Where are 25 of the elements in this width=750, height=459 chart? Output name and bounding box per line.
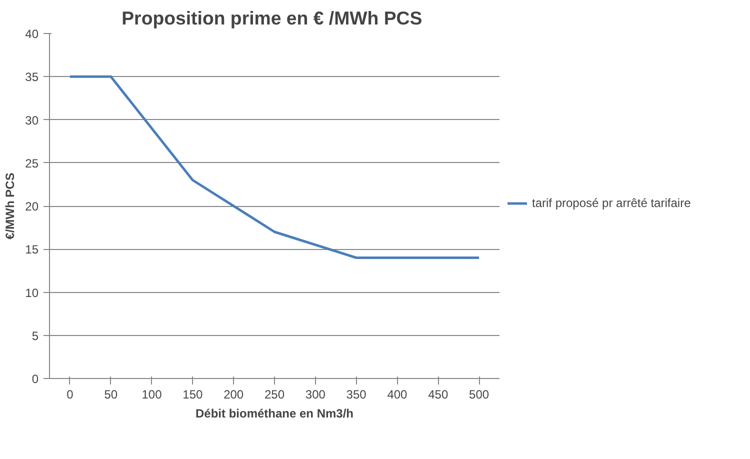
- y-tick-label: 20: [25, 200, 39, 214]
- y-tick-label: 15: [25, 242, 39, 257]
- x-tick-label: 200: [224, 388, 244, 402]
- line-series: [68, 75, 480, 259]
- x-tick-label: 150: [182, 388, 204, 402]
- legend-label: tarif proposé pr arrêté tarifaire: [532, 196, 691, 210]
- x-tick-label: 350: [346, 388, 367, 402]
- x-tick-label: 400: [387, 388, 408, 402]
- x-axis-title: Débit biométhane en Nm3/h: [195, 406, 354, 420]
- x-tick-label: 300: [305, 388, 326, 402]
- chart-title: Proposition prime en € /MWh PCS: [122, 8, 422, 28]
- y-tick-label: 0: [32, 372, 39, 386]
- y-tick-label: 25: [25, 156, 39, 170]
- x-tick-label: 250: [264, 388, 285, 402]
- x-tick-label: 50: [104, 388, 118, 402]
- y-axis-title: €/MWh PCS: [3, 172, 18, 240]
- y-tick-label: 5: [32, 328, 39, 343]
- x-tick-label: 100: [142, 388, 162, 402]
- y-tick-label: 35: [25, 70, 39, 84]
- y-tick-label: 30: [25, 113, 39, 128]
- x-tick-label: 0: [66, 388, 74, 402]
- x-tick-label: 500: [469, 388, 490, 402]
- y-tick-label: 10: [25, 286, 39, 300]
- x-tick-label: 450: [428, 388, 448, 402]
- y-tick-label: 40: [25, 27, 39, 41]
